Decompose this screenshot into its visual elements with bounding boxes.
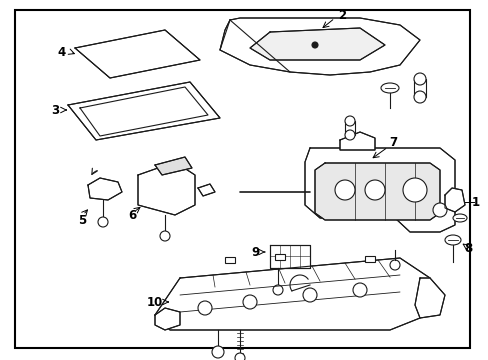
Circle shape bbox=[98, 217, 108, 227]
Circle shape bbox=[303, 288, 316, 302]
Text: 2: 2 bbox=[337, 9, 346, 22]
Circle shape bbox=[402, 178, 426, 202]
Circle shape bbox=[311, 42, 317, 48]
Circle shape bbox=[413, 91, 425, 103]
Circle shape bbox=[235, 353, 244, 360]
Circle shape bbox=[272, 285, 283, 295]
Bar bbox=[274, 254, 285, 260]
Bar bbox=[413, 79, 425, 97]
Polygon shape bbox=[249, 28, 384, 60]
Polygon shape bbox=[269, 245, 309, 268]
Ellipse shape bbox=[380, 83, 398, 93]
Bar bbox=[224, 257, 235, 263]
Circle shape bbox=[413, 73, 425, 85]
Polygon shape bbox=[155, 258, 429, 330]
Polygon shape bbox=[138, 162, 195, 215]
Text: 8: 8 bbox=[463, 242, 471, 255]
Circle shape bbox=[432, 203, 446, 217]
Polygon shape bbox=[75, 30, 200, 78]
Polygon shape bbox=[155, 157, 192, 175]
Polygon shape bbox=[305, 148, 454, 232]
Circle shape bbox=[352, 283, 366, 297]
Polygon shape bbox=[155, 308, 180, 330]
Text: 5: 5 bbox=[78, 213, 86, 226]
Ellipse shape bbox=[452, 214, 466, 222]
Polygon shape bbox=[220, 18, 419, 75]
Circle shape bbox=[389, 260, 399, 270]
Polygon shape bbox=[198, 184, 215, 196]
Text: 3: 3 bbox=[51, 104, 59, 117]
Polygon shape bbox=[414, 278, 444, 318]
Polygon shape bbox=[68, 82, 220, 140]
Polygon shape bbox=[339, 132, 374, 150]
Polygon shape bbox=[314, 163, 439, 220]
Polygon shape bbox=[444, 188, 464, 212]
Bar bbox=[364, 256, 374, 262]
Polygon shape bbox=[88, 178, 122, 200]
Text: 7: 7 bbox=[388, 135, 396, 149]
Circle shape bbox=[243, 295, 257, 309]
Bar bbox=[345, 121, 354, 135]
Circle shape bbox=[345, 130, 354, 140]
Text: 9: 9 bbox=[250, 246, 259, 258]
Circle shape bbox=[334, 180, 354, 200]
Circle shape bbox=[212, 346, 224, 358]
Circle shape bbox=[198, 301, 212, 315]
Circle shape bbox=[160, 231, 170, 241]
Circle shape bbox=[345, 116, 354, 126]
Text: 6: 6 bbox=[128, 208, 136, 221]
Text: 4: 4 bbox=[58, 45, 66, 59]
Text: 10: 10 bbox=[146, 296, 163, 309]
Ellipse shape bbox=[444, 235, 460, 245]
Text: 1: 1 bbox=[471, 195, 479, 208]
Circle shape bbox=[364, 180, 384, 200]
